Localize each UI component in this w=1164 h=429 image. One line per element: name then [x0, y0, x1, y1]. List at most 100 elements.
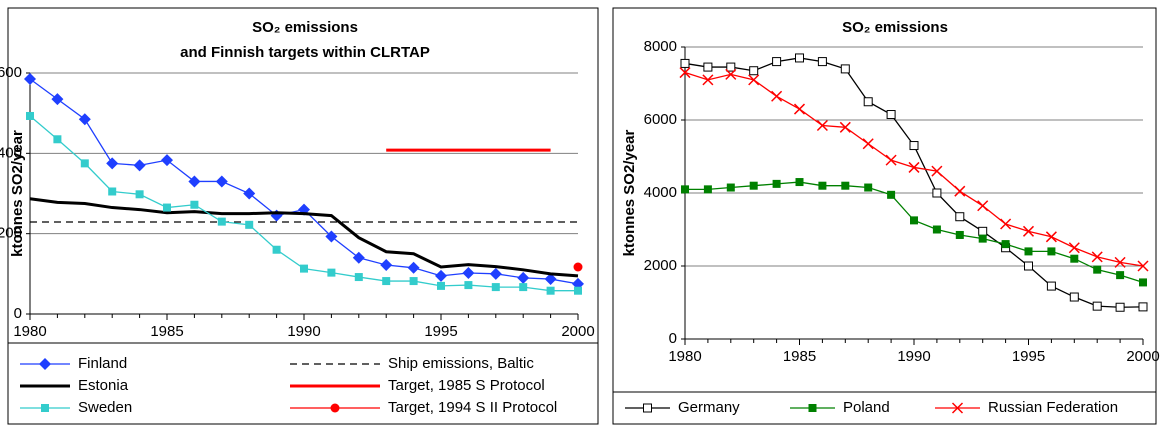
legend-label: Estonia — [78, 377, 129, 394]
marker — [574, 286, 582, 295]
marker-shape — [910, 216, 918, 225]
marker-shape — [26, 111, 34, 120]
marker — [1045, 231, 1057, 243]
marker-shape — [1069, 292, 1079, 302]
marker — [325, 230, 338, 243]
marker — [380, 258, 393, 271]
marker-shape — [863, 97, 873, 107]
marker-shape — [817, 57, 827, 67]
marker-shape — [772, 179, 781, 188]
y-tick-label: 600 — [0, 64, 22, 81]
marker-shape — [749, 181, 758, 190]
marker — [680, 58, 690, 68]
marker-shape — [977, 200, 989, 212]
marker-shape — [725, 68, 737, 80]
marker-shape — [245, 220, 254, 229]
marker — [546, 286, 555, 295]
marker-shape — [808, 404, 817, 412]
marker — [932, 225, 941, 234]
marker — [864, 183, 873, 192]
marker-shape — [491, 283, 500, 292]
marker-shape — [703, 185, 712, 194]
marker — [190, 200, 199, 209]
marker-shape — [462, 267, 475, 280]
series-line — [29, 197, 579, 278]
marker — [243, 187, 256, 200]
marker — [1024, 247, 1033, 256]
marker — [544, 273, 557, 286]
marker — [703, 185, 712, 194]
marker — [885, 154, 897, 166]
marker — [108, 187, 117, 196]
marker — [726, 62, 736, 72]
x-tick-label: 1990 — [287, 323, 320, 340]
marker — [407, 261, 420, 274]
marker — [1116, 271, 1125, 280]
marker — [1070, 254, 1079, 263]
marker-shape — [217, 217, 226, 226]
marker-shape — [909, 141, 919, 151]
marker-shape — [886, 110, 896, 120]
marker-shape — [818, 181, 827, 190]
marker-shape — [862, 138, 874, 150]
marker-shape — [1115, 302, 1125, 312]
x-tick-label: 2000 — [561, 323, 594, 340]
marker-shape — [1001, 240, 1010, 249]
marker-shape — [887, 190, 896, 199]
marker — [464, 281, 473, 290]
marker — [1001, 240, 1010, 249]
x-tick-label: 1985 — [150, 323, 183, 340]
x-tick-label: 1990 — [897, 348, 930, 365]
marker-shape — [932, 225, 941, 234]
y-tick-label: 0 — [669, 330, 677, 347]
panel — [612, 7, 1157, 425]
marker — [491, 283, 500, 292]
marker — [772, 57, 782, 67]
marker-shape — [573, 262, 583, 272]
marker — [703, 62, 713, 72]
marker-shape — [932, 188, 942, 198]
marker-shape — [1139, 278, 1147, 287]
marker-shape — [106, 157, 119, 170]
marker — [818, 181, 827, 190]
marker-shape — [1138, 302, 1148, 312]
y-tick-label: 0 — [14, 305, 22, 322]
x-tick-label: 1995 — [424, 323, 457, 340]
marker — [795, 53, 804, 63]
marker — [1115, 302, 1125, 312]
marker-shape — [978, 234, 987, 243]
marker — [1046, 281, 1056, 291]
marker — [863, 97, 873, 107]
marker-shape — [748, 74, 760, 86]
marker — [1139, 278, 1147, 287]
marker — [1069, 292, 1079, 302]
marker-shape — [352, 251, 365, 264]
marker — [245, 220, 254, 229]
marker — [931, 165, 943, 177]
marker-shape — [1000, 218, 1012, 230]
marker — [910, 216, 918, 225]
marker — [1022, 225, 1035, 237]
marker — [300, 264, 308, 273]
marker-shape — [409, 277, 418, 286]
y-axis-label: ktonnes SO2/year — [621, 129, 638, 256]
marker-shape — [679, 67, 691, 79]
marker — [215, 175, 228, 188]
marker-shape — [163, 203, 171, 212]
marker — [681, 185, 689, 194]
marker — [1093, 265, 1102, 274]
marker-shape — [680, 58, 690, 68]
marker-shape — [517, 271, 530, 284]
marker-shape — [215, 175, 228, 188]
marker-shape — [1024, 247, 1033, 256]
marker — [1114, 256, 1126, 268]
marker-shape — [978, 226, 988, 236]
marker-shape — [161, 154, 173, 167]
marker — [955, 212, 965, 222]
marker — [1138, 302, 1148, 312]
panel — [7, 7, 599, 425]
marker — [26, 111, 34, 120]
marker — [932, 188, 942, 198]
marker-shape — [771, 90, 783, 102]
